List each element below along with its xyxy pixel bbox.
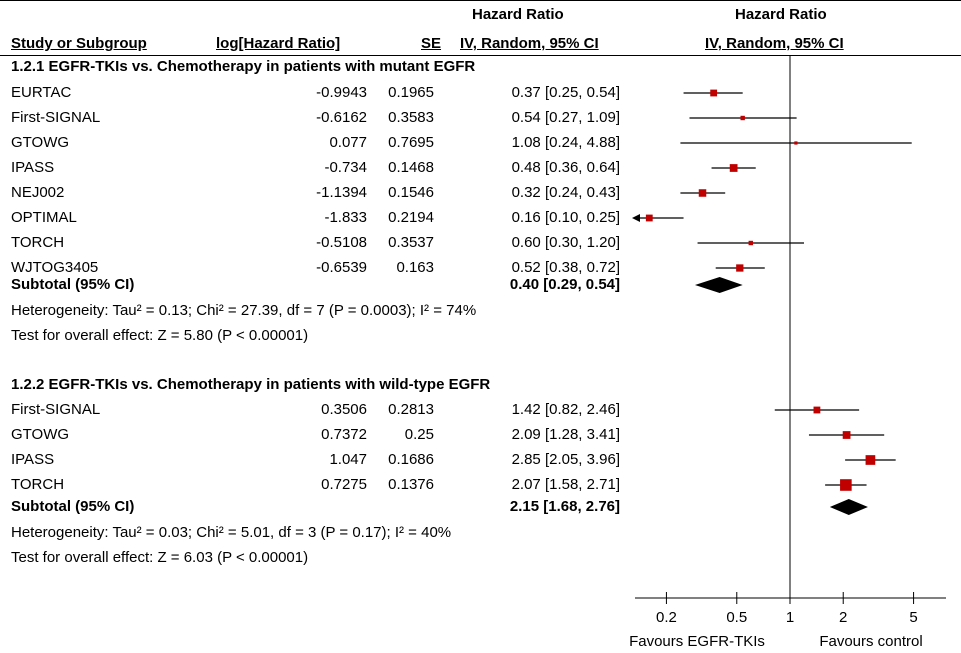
- study-marker: [710, 89, 718, 97]
- study-marker: [729, 164, 738, 172]
- favours-left-label: Favours EGFR-TKIs: [629, 633, 765, 650]
- col-se-header: SE: [421, 35, 442, 52]
- study-marker: [842, 431, 851, 439]
- study-name: TORCH: [11, 476, 65, 493]
- study-se: 0.3537: [388, 234, 434, 251]
- study-marker: [736, 264, 744, 272]
- study-loghr: 0.7275: [321, 476, 367, 493]
- study-name: GTOWG: [11, 134, 70, 151]
- study-name: IPASS: [11, 451, 55, 468]
- study-ci: 0.60 [0.30, 1.20]: [511, 234, 620, 251]
- study-loghr: 0.077: [329, 134, 367, 151]
- study-loghr: -0.5108: [316, 234, 367, 251]
- study-ci: 0.54 [0.27, 1.09]: [511, 109, 620, 126]
- study-ci: 1.08 [0.24, 4.88]: [511, 134, 620, 151]
- study-name: OPTIMAL: [11, 209, 77, 226]
- study-loghr: 0.3506: [321, 401, 367, 418]
- header-rule: [0, 55, 961, 56]
- study-se: 0.163: [396, 259, 434, 276]
- study-ci: 2.07 [1.58, 2.71]: [511, 476, 620, 493]
- subgroup-2-title: 1.2.2 EGFR-TKIs vs. Chemotherapy in pati…: [11, 376, 491, 393]
- study-name: EURTAC: [11, 84, 72, 101]
- study-se: 0.3583: [388, 109, 434, 126]
- study-se: 0.2813: [388, 401, 434, 418]
- study-ci: 2.85 [2.05, 3.96]: [511, 451, 620, 468]
- col-ci-right-header: IV, Random, 95% CI: [705, 35, 844, 52]
- study-se: 0.1686: [388, 451, 434, 468]
- subgroup-2-subtotal-label: Subtotal (95% CI): [11, 498, 135, 515]
- x-axis-tick-label: 1: [786, 609, 794, 626]
- subtotal-diamond: [694, 277, 743, 293]
- study-marker: [840, 479, 852, 491]
- study-name: IPASS: [11, 159, 55, 176]
- study-se: 0.25: [404, 426, 434, 443]
- study-ci: 1.42 [0.82, 2.46]: [511, 401, 620, 418]
- study-name: NEJ002: [11, 184, 65, 201]
- study-marker: [698, 189, 707, 197]
- hr-title-left: Hazard Ratio: [472, 6, 564, 23]
- study-name: TORCH: [11, 234, 65, 251]
- study-loghr: -0.9943: [316, 84, 367, 101]
- study-marker: [748, 240, 753, 246]
- study-name: WJTOG3405: [11, 259, 99, 276]
- study-marker: [645, 214, 653, 222]
- x-axis-tick-label: 2: [839, 609, 847, 626]
- col-ci-left-header: IV, Random, 95% CI: [460, 35, 599, 52]
- subgroup-1-subtotal-ci: 0.40 [0.29, 0.54]: [509, 276, 620, 293]
- top-rule: [0, 0, 961, 1]
- subgroup-2-heterogeneity: Heterogeneity: Tau² = 0.03; Chi² = 5.01,…: [11, 524, 452, 541]
- subgroup-1-heterogeneity: Heterogeneity: Tau² = 0.13; Chi² = 27.39…: [11, 302, 477, 319]
- study-se: 0.1376: [388, 476, 434, 493]
- study-name: GTOWG: [11, 426, 70, 443]
- favours-right-label: Favours control: [819, 633, 923, 650]
- x-axis-tick-label: 0.2: [656, 609, 677, 626]
- study-se: 0.1546: [388, 184, 434, 201]
- study-ci: 2.09 [1.28, 3.41]: [511, 426, 620, 443]
- col-study-header: Study or Subgroup: [11, 35, 147, 52]
- study-se: 0.2194: [388, 209, 434, 226]
- study-marker: [813, 406, 821, 414]
- x-axis-tick-label: 0.5: [726, 609, 747, 626]
- subgroup-1-title: 1.2.1 EGFR-TKIs vs. Chemotherapy in pati…: [11, 58, 476, 75]
- study-loghr: 1.047: [329, 451, 367, 468]
- study-ci: 0.16 [0.10, 0.25]: [511, 209, 620, 226]
- study-loghr: -0.6539: [316, 259, 367, 276]
- ci-arrow: [632, 214, 640, 222]
- study-se: 0.1468: [388, 159, 434, 176]
- study-ci: 0.52 [0.38, 0.72]: [511, 259, 620, 276]
- subgroup-2-subtotal-ci: 2.15 [1.68, 2.76]: [509, 498, 620, 515]
- x-axis-tick-label: 5: [909, 609, 917, 626]
- col-loghr-header: log[Hazard Ratio]: [216, 35, 341, 52]
- study-name: First-SIGNAL: [11, 401, 101, 418]
- study-loghr: -0.6162: [316, 109, 367, 126]
- study-loghr: -0.734: [324, 159, 367, 176]
- subgroup-1-subtotal-label: Subtotal (95% CI): [11, 276, 135, 293]
- study-loghr: -1.833: [324, 209, 367, 226]
- study-se: 0.7695: [388, 134, 434, 151]
- study-marker: [794, 141, 798, 145]
- study-se: 0.1965: [388, 84, 434, 101]
- study-loghr: -1.1394: [316, 184, 367, 201]
- study-ci: 0.37 [0.25, 0.54]: [511, 84, 620, 101]
- subtotal-diamond: [829, 499, 868, 515]
- study-name: First-SIGNAL: [11, 109, 101, 126]
- study-loghr: 0.7372: [321, 426, 367, 443]
- study-marker: [865, 455, 876, 465]
- study-ci: 0.48 [0.36, 0.64]: [511, 159, 620, 176]
- subgroup-2-overall-effect: Test for overall effect: Z = 6.03 (P < 0…: [11, 549, 309, 566]
- subgroup-1-overall-effect: Test for overall effect: Z = 5.80 (P < 0…: [11, 327, 309, 344]
- study-ci: 0.32 [0.24, 0.43]: [511, 184, 620, 201]
- hr-title-right: Hazard Ratio: [735, 6, 827, 23]
- study-marker: [740, 115, 745, 121]
